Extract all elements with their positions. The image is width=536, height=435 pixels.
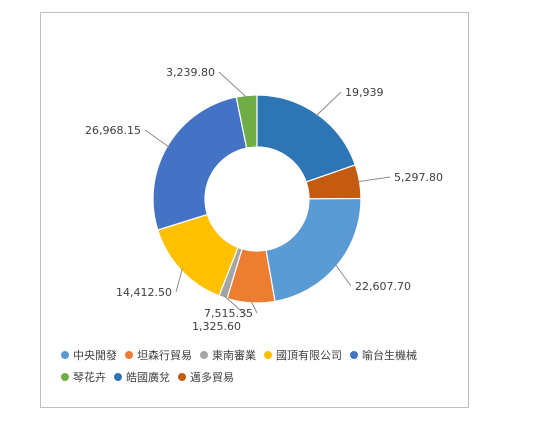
- leader-line-8: [357, 176, 391, 183]
- data-label-2: 7,515.35: [204, 307, 253, 320]
- legend-marker-8: [178, 373, 186, 381]
- legend-marker-3: [200, 351, 208, 359]
- legend-label-8: 邁多貿易: [190, 370, 234, 384]
- data-label-5: 26,968.15: [85, 124, 141, 137]
- data-label-8: 5,297.80: [394, 171, 443, 184]
- legend-item-5: 喻台生機械: [350, 348, 417, 362]
- legend-label-7: 皓國廣兌: [126, 370, 170, 384]
- data-label-3: 1,325.60: [192, 320, 241, 333]
- legend-label-1: 中央閒發: [73, 348, 117, 362]
- legend-marker-4: [264, 351, 272, 359]
- chart-area: 22,607.70 7,515.35 1,325.60 14,412.50 26,968…: [40, 12, 469, 408]
- leader-line-3: [223, 295, 248, 317]
- legend-item-3: 東南審業: [200, 348, 256, 362]
- legend-marker-6: [61, 373, 69, 381]
- leader-line-6: [218, 71, 248, 98]
- legend-marker-7: [114, 373, 122, 381]
- leader-line-7: [315, 91, 342, 117]
- legend-label-3: 東南審業: [212, 348, 256, 362]
- legend-marker-5: [350, 351, 358, 359]
- legend-label-4: 國頂有限公司: [276, 348, 342, 362]
- legend-item-4: 國頂有限公司: [264, 348, 342, 362]
- data-label-4: 14,412.50: [116, 286, 172, 299]
- legend-label-6: 琴花卉: [73, 371, 106, 384]
- legend-item-2: 坦森行貿易: [125, 348, 192, 362]
- data-label-7: 19,939: [345, 86, 384, 99]
- leader-line-5: [144, 129, 170, 148]
- slice-7[interactable]: [256, 94, 357, 183]
- leader-line-2: [250, 300, 258, 314]
- legend-item-7: 皓國廣兌: [114, 370, 170, 384]
- legend-item-1: 中央閒發: [61, 348, 117, 362]
- legend-label-5: 喻台生機械: [362, 348, 417, 362]
- slice-8[interactable]: [305, 164, 362, 200]
- leader-line-1: [334, 264, 352, 287]
- legend-item-6: 琴花卉: [61, 371, 106, 384]
- legend-marker-2: [125, 351, 133, 359]
- donut-chart: 22,607.70 7,515.351,325.60 14,412.50 26,968…: [61, 66, 443, 384]
- legend-marker-1: [61, 351, 69, 359]
- slice-5[interactable]: [152, 96, 248, 231]
- legend-label-2: 坦森行貿易: [137, 348, 192, 362]
- legend-item-8: 邁多貿易: [178, 370, 234, 384]
- data-label-1: 22,607.70: [355, 280, 411, 293]
- data-label-6: 3,239.80: [166, 66, 215, 79]
- leader-line-4: [175, 268, 183, 293]
- slice-1[interactable]: [265, 197, 362, 303]
